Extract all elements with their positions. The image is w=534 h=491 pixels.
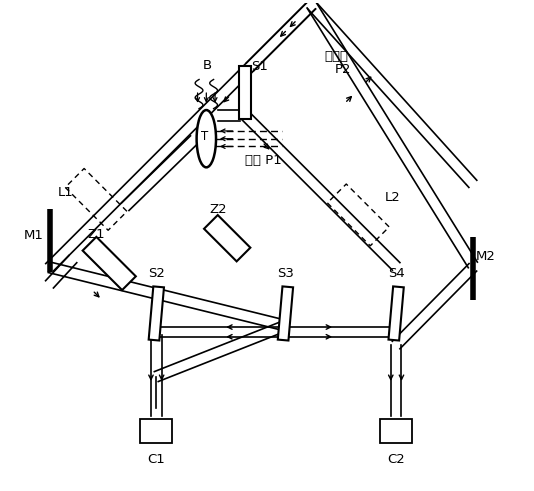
Bar	[380, 419, 412, 443]
Text: S3: S3	[277, 267, 294, 280]
Text: Z2: Z2	[210, 203, 227, 217]
Text: T: T	[201, 130, 208, 143]
Text: M2: M2	[476, 250, 496, 263]
Text: L1: L1	[58, 186, 73, 198]
Bar	[239, 66, 252, 119]
Bar	[140, 419, 172, 443]
Text: 强光 P1: 强光 P1	[245, 154, 282, 167]
Text: S1: S1	[252, 60, 269, 73]
Text: Z1: Z1	[88, 228, 105, 241]
Polygon shape	[388, 286, 404, 341]
Text: L2: L2	[384, 191, 400, 204]
Polygon shape	[83, 237, 136, 290]
Text: M1: M1	[24, 229, 44, 242]
Text: 探测光: 探测光	[324, 50, 348, 63]
Text: S2: S2	[148, 267, 165, 280]
Text: B: B	[203, 59, 213, 72]
Polygon shape	[278, 286, 293, 341]
Polygon shape	[204, 215, 250, 261]
Text: C1: C1	[147, 453, 165, 465]
Text: P2: P2	[335, 63, 351, 76]
Polygon shape	[148, 286, 164, 341]
Text: S4: S4	[388, 267, 404, 280]
Text: C2: C2	[387, 453, 405, 465]
Ellipse shape	[197, 110, 216, 167]
